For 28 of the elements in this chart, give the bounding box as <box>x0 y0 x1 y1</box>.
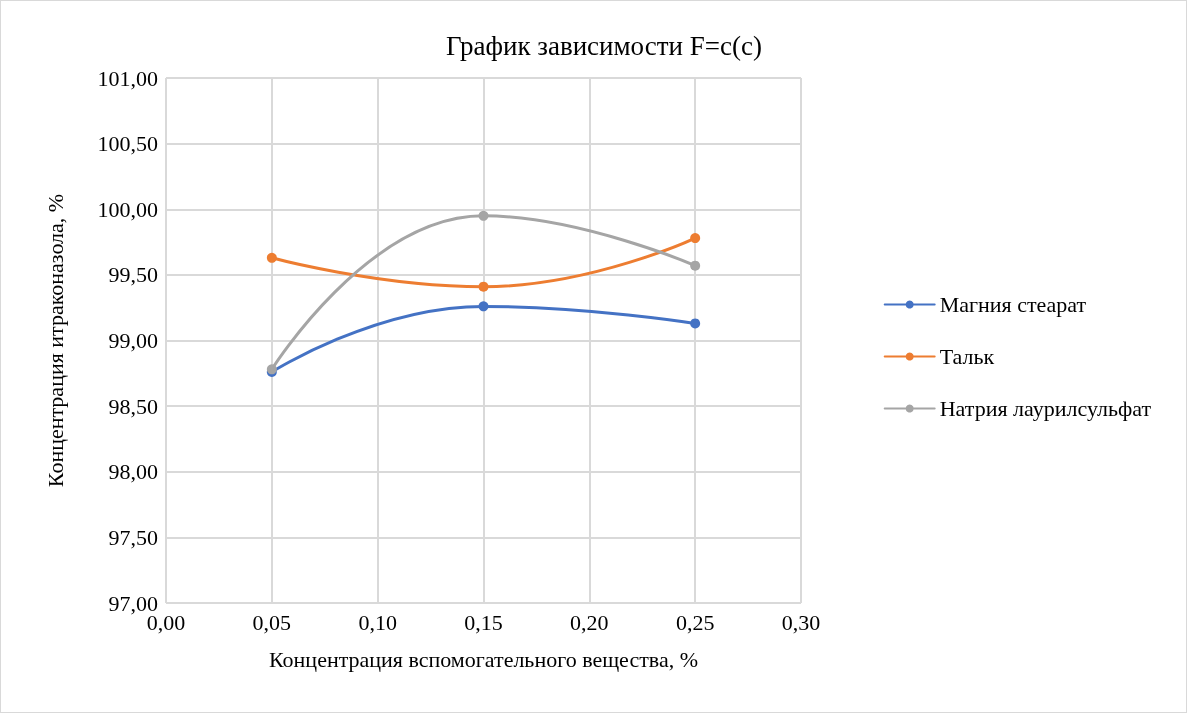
y-tick-label: 101,00 <box>97 65 158 91</box>
point <box>690 233 701 244</box>
chart-title: График зависимости F=c(c) <box>446 30 762 61</box>
point <box>690 318 701 329</box>
y-tick-label: 98,00 <box>108 459 158 485</box>
y-tick-label: 97,00 <box>108 590 158 616</box>
y-tick-label: 99,00 <box>108 328 158 353</box>
legend-label: Тальк <box>939 344 995 369</box>
x-tick-label: 0,30 <box>781 609 821 635</box>
point <box>478 301 489 312</box>
x-tick-label: 0,15 <box>464 609 503 635</box>
x-tick-label: 0,25 <box>675 609 715 635</box>
point <box>266 252 277 263</box>
y-tick-label: 99,50 <box>108 262 158 288</box>
y-tick-label: 98,50 <box>108 393 158 419</box>
legend-label: Магния стеарат <box>939 292 1087 317</box>
y-tick-label: 97,50 <box>108 524 158 550</box>
legend-label: Натрия лаурилсульфат <box>939 396 1152 421</box>
y-tick-label: 100,00 <box>97 196 158 222</box>
x-tick-label: 0,20 <box>570 609 609 635</box>
x-tick-label: 0,10 <box>358 609 397 635</box>
y-tick-label: 100,50 <box>97 131 158 157</box>
point <box>478 281 489 292</box>
y-axis-title: Концентрация итраконазола, % <box>42 193 68 488</box>
point <box>478 210 489 221</box>
x-tick-label: 0,05 <box>252 609 292 635</box>
point <box>690 260 701 271</box>
x-axis-title: Концентрация вспомогательного вещества, % <box>269 646 698 672</box>
